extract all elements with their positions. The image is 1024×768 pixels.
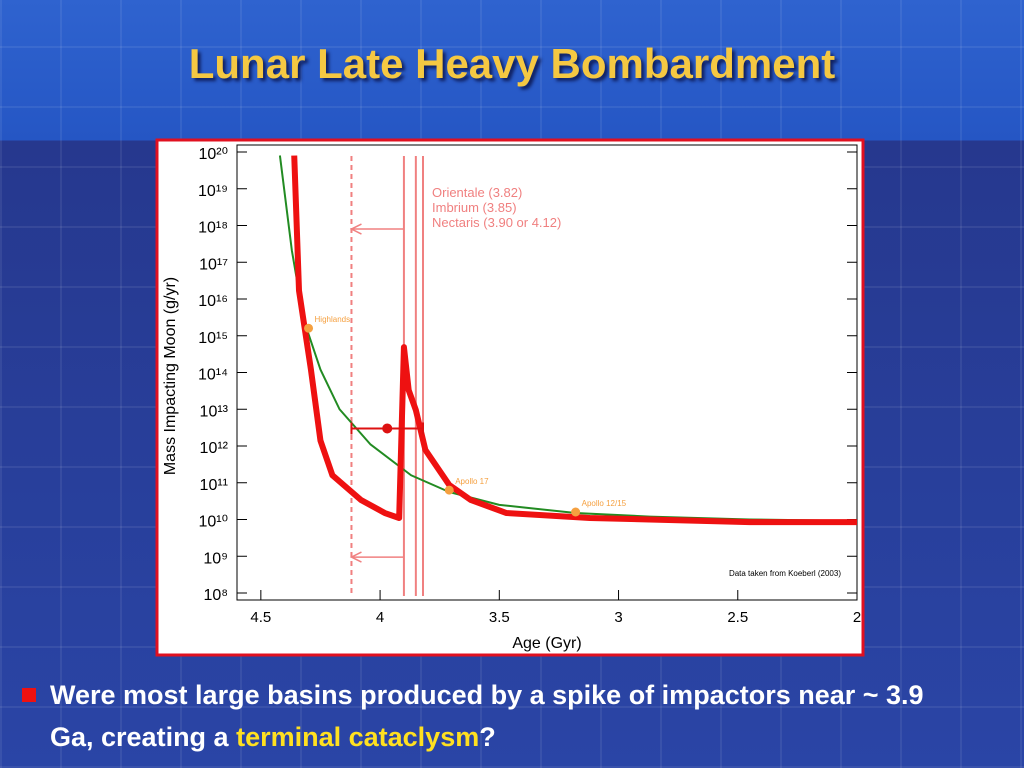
y-tick-label: 10¹⁰ (198, 514, 228, 531)
point-label: Highlands (315, 315, 351, 324)
data-point (444, 485, 454, 495)
x-tick-label: 2 (853, 609, 861, 626)
arrow-head (349, 223, 362, 235)
x-tick-label: 3 (614, 609, 622, 626)
x-tick-label: 3.5 (489, 609, 510, 626)
arrow-head (349, 551, 362, 563)
slide-title: Lunar Late Heavy Bombardment (188, 40, 836, 87)
bullet: Were most large basins produced by a spi… (22, 674, 1002, 758)
y-tick-label: 10¹³ (200, 403, 229, 420)
y-axis-label: Mass Impacting Moon (g/yr) (162, 277, 179, 475)
chart-frame (155, 138, 865, 657)
y-tick-label: 10¹⁷ (199, 256, 228, 273)
point-label: Apollo 17 (455, 477, 489, 486)
data-point (304, 323, 314, 333)
bullet-text: Were most large basins produced by a spi… (50, 674, 950, 758)
y-tick-label: 10¹⁹ (198, 183, 228, 200)
y-tick-label: 10⁸ (203, 587, 228, 604)
basin-label: Orientale (3.82) (432, 185, 522, 200)
bullet-highlight: terminal cataclysm (236, 722, 480, 752)
point-label: Apollo 12/15 (582, 499, 627, 508)
bullet-marker (22, 688, 36, 702)
y-tick-label: 10¹² (200, 440, 229, 457)
bullet-main: Were most large basins produced by a spi… (50, 680, 924, 752)
y-tick-label: 10¹⁸ (198, 220, 228, 237)
series-line (291, 155, 857, 526)
y-tick-label: 10⁹ (203, 550, 228, 567)
x-tick-label: 4.5 (250, 609, 271, 626)
bullet-end: ? (479, 722, 496, 752)
data-note: Data taken from Koeberl (2003) (729, 569, 841, 578)
basin-label: Imbrium (3.85) (432, 200, 517, 215)
y-tick-label: 10¹⁶ (198, 293, 228, 310)
basin-label: Nectaris (3.90 or 4.12) (432, 215, 561, 230)
y-tick-label: 10¹¹ (200, 477, 228, 494)
x-tick-label: 2.5 (727, 609, 748, 626)
y-tick-label: 10¹⁵ (198, 330, 228, 347)
data-point (571, 507, 581, 517)
y-tick-label: 10²⁰ (198, 146, 228, 163)
x-axis-label: Age (Gyr) (512, 635, 581, 652)
error-point (382, 423, 393, 434)
x-tick-label: 4 (376, 609, 384, 626)
y-tick-label: 10¹⁴ (198, 367, 228, 384)
